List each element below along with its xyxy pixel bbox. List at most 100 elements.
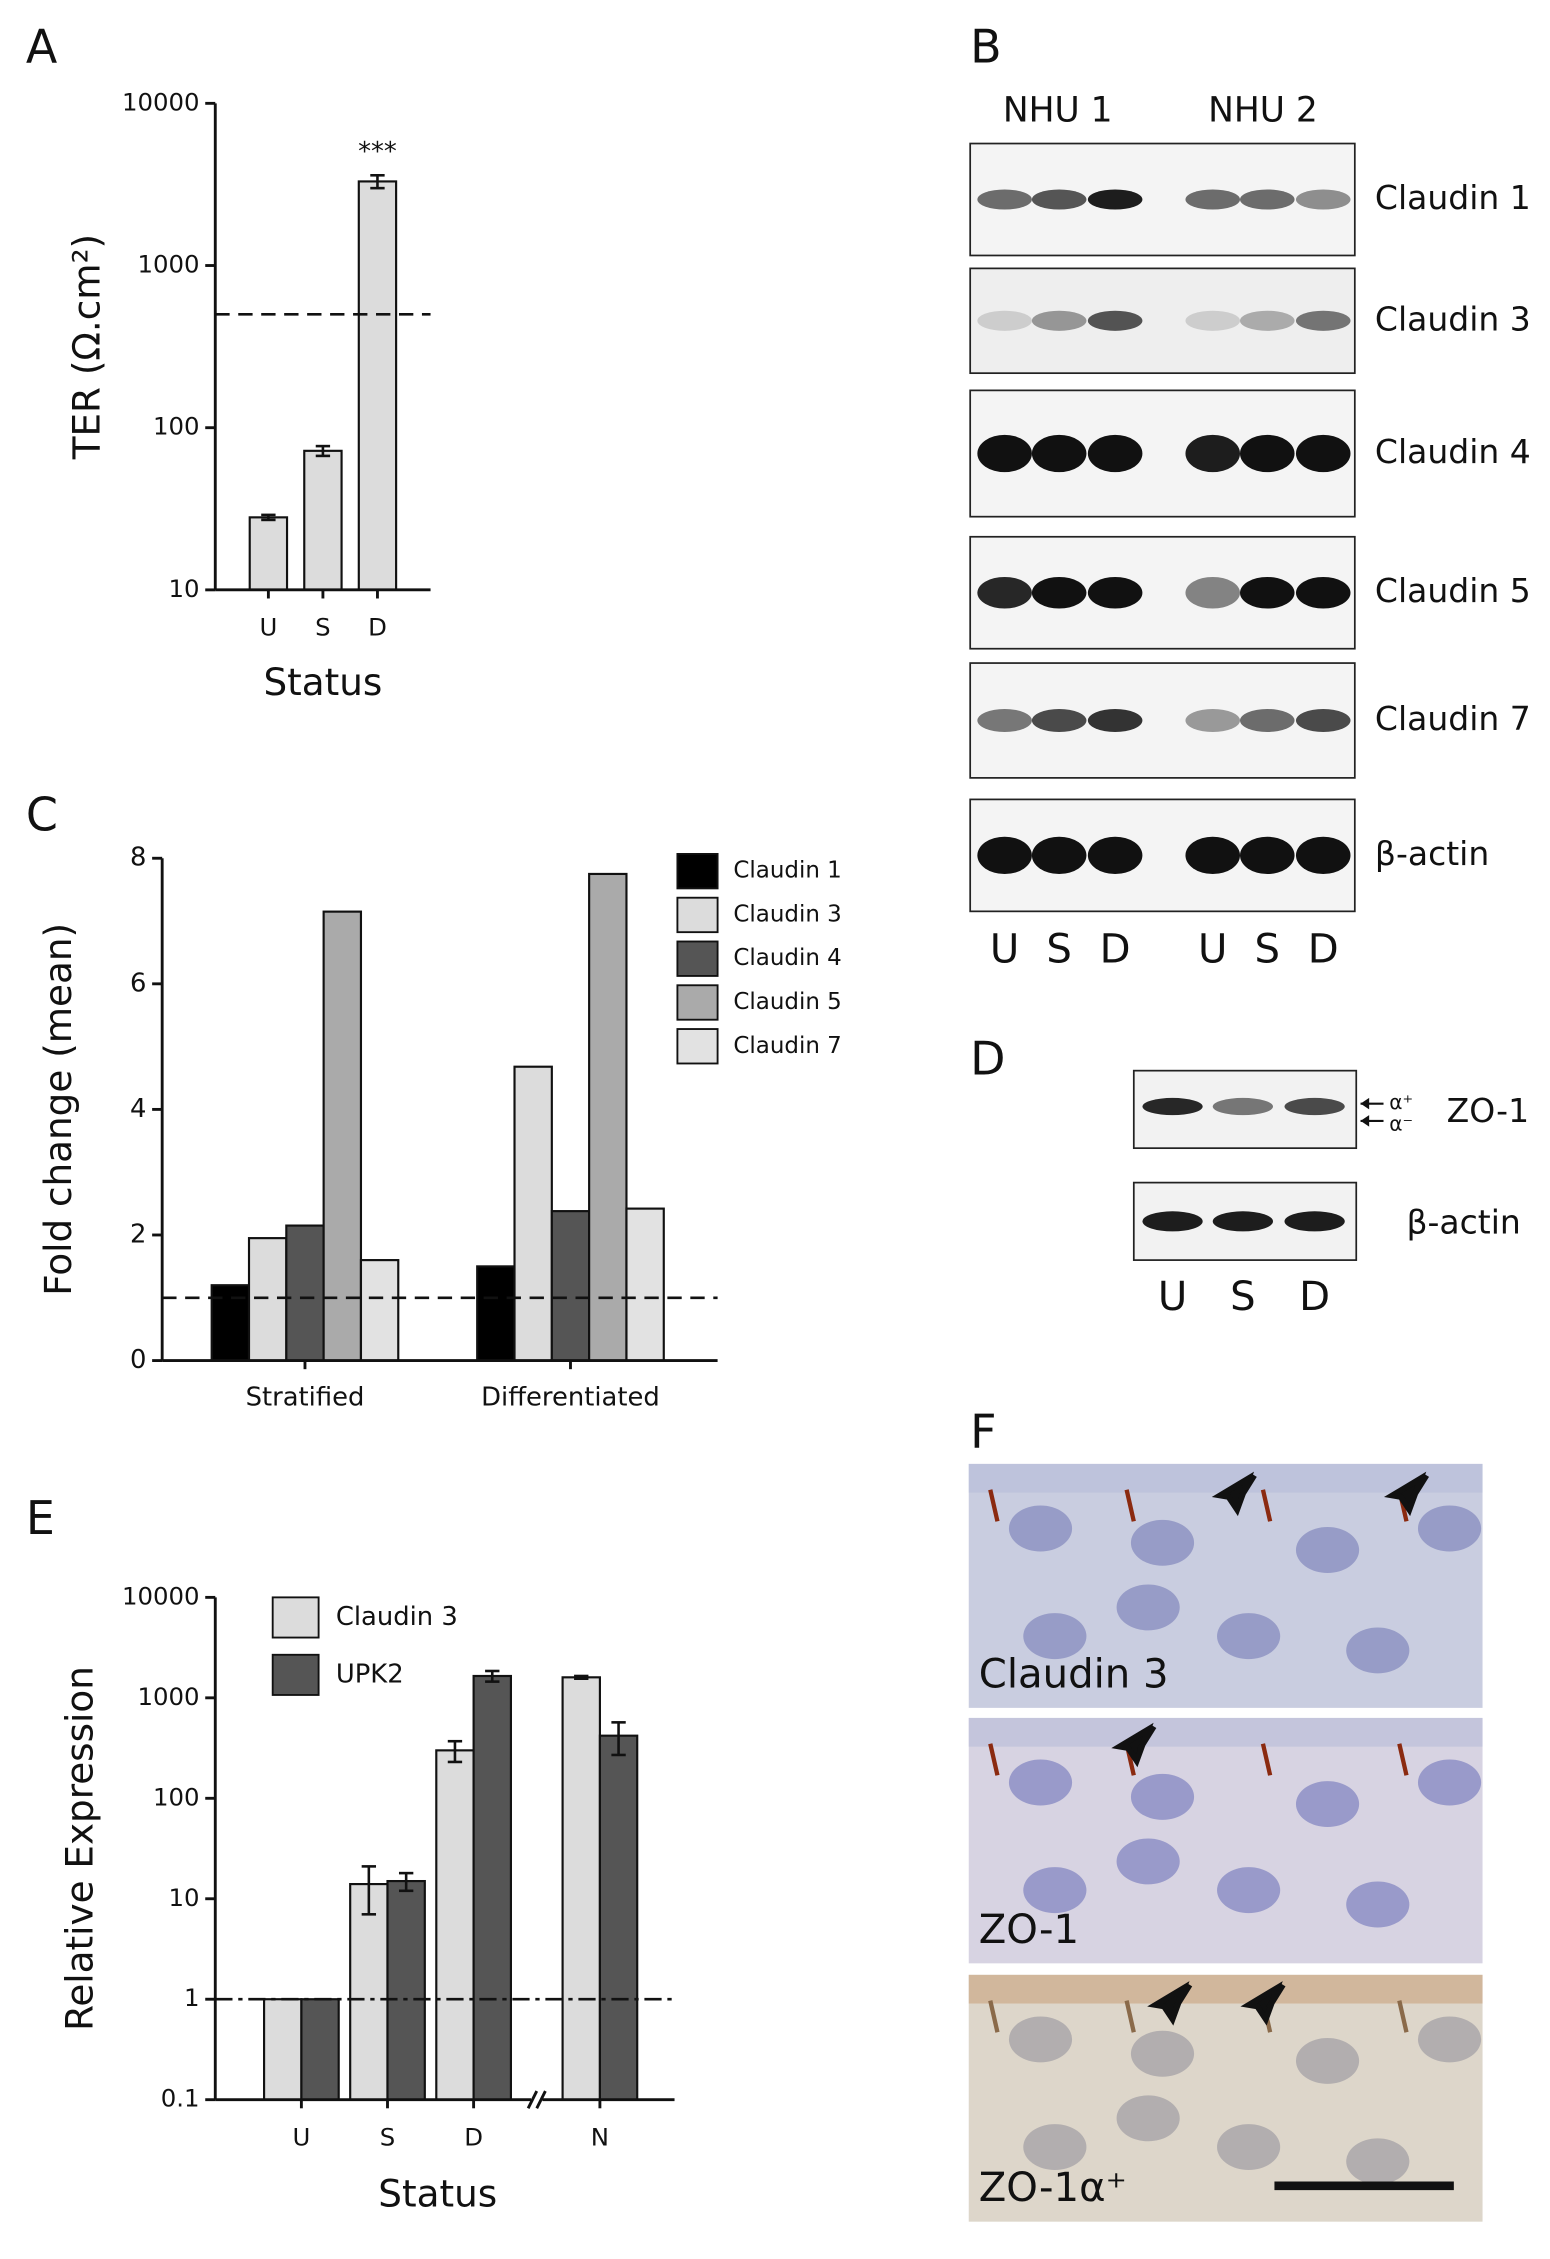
nucleus	[1295, 1527, 1360, 1573]
x-tick-label: S	[380, 2122, 395, 2151]
legend-swatch	[271, 1653, 320, 1696]
junction	[988, 1489, 1000, 1522]
arrow	[1383, 1471, 1430, 1517]
x-tick-label: Stratified	[246, 1382, 365, 1412]
blot-band	[977, 576, 1032, 609]
bar	[285, 1224, 325, 1362]
legend-label: Claudin 3	[336, 1602, 458, 1632]
x-tick-label: D	[368, 613, 387, 642]
nucleus	[1217, 2124, 1281, 2171]
bar	[349, 1883, 389, 2101]
bar	[561, 1676, 601, 2101]
lane-label: U	[1158, 1274, 1187, 1320]
nucleus	[1008, 2016, 1073, 2063]
blot-band	[1031, 434, 1087, 473]
bar	[359, 1259, 400, 1362]
x-tick-label: D	[464, 2122, 483, 2151]
surface-layer	[968, 1717, 1483, 1747]
junction	[988, 2000, 1000, 2033]
micrograph	[968, 1974, 1483, 2222]
nucleus	[1008, 1505, 1073, 1552]
blot-band	[1295, 310, 1351, 331]
bar	[247, 1237, 288, 1362]
arrow	[1211, 1471, 1257, 1517]
bar	[598, 1734, 639, 2101]
blot-band	[1295, 434, 1351, 473]
blot-band	[1295, 189, 1351, 210]
blot-band	[1031, 189, 1087, 210]
blot-band	[1087, 310, 1143, 331]
junction	[1124, 2000, 1136, 2033]
bar	[386, 1879, 426, 2101]
blot-label: β-actin	[1375, 834, 1489, 873]
isoform-label: α⁻	[1389, 1112, 1413, 1136]
nucleus	[1023, 2124, 1087, 2171]
legend-swatch	[676, 896, 719, 934]
axis-break	[535, 2090, 547, 2109]
bar	[550, 1210, 591, 1362]
x-tick-label: U	[259, 613, 277, 642]
blot-band	[1284, 1097, 1345, 1116]
legend-swatch	[676, 940, 719, 977]
panel-letter: C	[26, 788, 58, 842]
blot-label: Claudin 1	[1375, 178, 1531, 217]
panel-letter: D	[970, 1032, 1005, 1086]
junction	[1260, 1489, 1273, 1522]
group-label: NHU 2	[1208, 90, 1318, 130]
micrograph-label: ZO-1α⁺	[979, 2165, 1127, 2211]
legend-label: Claudin 7	[733, 1033, 841, 1059]
blot-band	[1240, 576, 1295, 609]
blot-band	[1031, 576, 1087, 609]
bar	[476, 1265, 516, 1362]
y-tick-label: 100	[153, 1782, 200, 1811]
nucleus	[1008, 1759, 1073, 1806]
panel-letter: F	[970, 1405, 996, 1459]
surface-layer	[968, 1463, 1483, 1493]
legend-label: UPK2	[336, 1659, 404, 1689]
nucleus	[1116, 1584, 1180, 1631]
bar	[513, 1065, 553, 1362]
legend-label: Claudin 3	[733, 901, 841, 927]
blot-band	[977, 836, 1032, 875]
bar	[357, 180, 398, 591]
blot-label: β-actin	[1406, 1203, 1520, 1242]
y-tick-label: 10	[168, 574, 199, 603]
blot-band	[1240, 708, 1295, 732]
bar	[303, 449, 343, 591]
lane-label: S	[1230, 1274, 1256, 1320]
lane-label: D	[1308, 927, 1339, 973]
blot-band	[1185, 310, 1240, 331]
blot-band	[1087, 836, 1143, 875]
junction	[988, 1743, 1000, 1776]
lane-label: S	[1046, 927, 1072, 973]
blot-band	[1031, 310, 1087, 331]
blot-band	[1087, 576, 1143, 609]
annotation: ***	[358, 137, 397, 167]
y-tick-label: 10000	[122, 1581, 200, 1610]
y-tick-label: 0.1	[161, 2084, 200, 2113]
nucleus	[1417, 1759, 1482, 1806]
group-label: NHU 1	[1003, 90, 1113, 130]
nucleus	[1346, 2138, 1410, 2185]
blot-band	[1185, 708, 1240, 732]
junction	[1397, 2000, 1409, 2033]
legend-swatch	[676, 853, 719, 890]
y-tick-label: 1000	[137, 1682, 199, 1711]
blot-band	[1240, 434, 1295, 473]
x-tick-label: S	[315, 613, 330, 642]
y-tick-label: 0	[130, 1345, 146, 1375]
legend-label: Claudin 1	[733, 858, 841, 884]
bar	[472, 1674, 513, 2101]
blot-band	[1212, 1211, 1274, 1232]
bar	[248, 516, 289, 591]
blot-band	[1284, 1211, 1345, 1232]
y-tick-label: 8	[130, 843, 146, 873]
junction	[1397, 1743, 1409, 1776]
x-axis-label: Status	[263, 660, 382, 704]
nucleus	[1417, 2016, 1482, 2063]
x-tick-label: U	[292, 2122, 310, 2151]
blot-band	[1087, 434, 1143, 473]
blot-band	[1142, 1097, 1203, 1116]
